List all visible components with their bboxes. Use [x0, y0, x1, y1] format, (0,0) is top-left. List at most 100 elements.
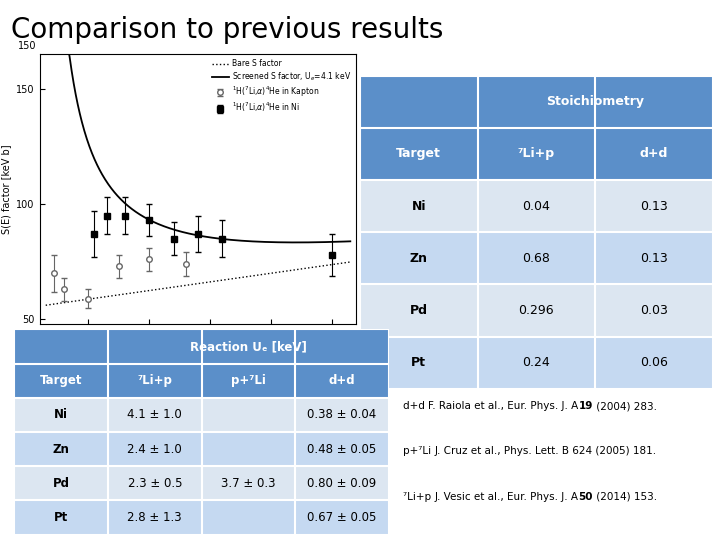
- Text: Zn: Zn: [53, 443, 70, 456]
- Text: 0.13: 0.13: [640, 252, 668, 265]
- Text: 0.13: 0.13: [640, 200, 668, 213]
- FancyBboxPatch shape: [595, 128, 713, 180]
- FancyBboxPatch shape: [595, 180, 713, 232]
- Bare S factor: [120, 291, 128, 298]
- Text: p+⁷Li: p+⁷Li: [231, 374, 266, 387]
- FancyBboxPatch shape: [595, 285, 713, 336]
- Text: Pt: Pt: [54, 511, 68, 524]
- Line: Bare S factor: Bare S factor: [45, 262, 351, 305]
- Line: Screened S factor, U$_e$=4.1 keV: Screened S factor, U$_e$=4.1 keV: [50, 54, 351, 242]
- Text: 0.68: 0.68: [523, 252, 550, 265]
- FancyBboxPatch shape: [202, 432, 295, 466]
- Bare S factor: [41, 302, 50, 308]
- FancyBboxPatch shape: [295, 432, 389, 466]
- FancyBboxPatch shape: [295, 466, 389, 501]
- Text: Target: Target: [397, 147, 441, 160]
- Text: 0.04: 0.04: [523, 200, 550, 213]
- Text: 19: 19: [579, 401, 593, 411]
- Text: 0.67 ± 0.05: 0.67 ± 0.05: [307, 511, 377, 524]
- Text: 0.296: 0.296: [518, 304, 554, 317]
- FancyBboxPatch shape: [595, 336, 713, 389]
- FancyBboxPatch shape: [477, 180, 595, 232]
- FancyBboxPatch shape: [477, 128, 595, 180]
- FancyBboxPatch shape: [360, 336, 477, 389]
- FancyBboxPatch shape: [14, 363, 108, 398]
- Text: J. Vesic et al., Eur. Phys. J. A: J. Vesic et al., Eur. Phys. J. A: [435, 492, 579, 502]
- Text: Target: Target: [40, 374, 83, 387]
- FancyBboxPatch shape: [477, 285, 595, 336]
- Text: 4.1 ± 1.0: 4.1 ± 1.0: [127, 408, 182, 421]
- FancyBboxPatch shape: [360, 285, 477, 336]
- Text: d+d: d+d: [640, 147, 668, 160]
- FancyBboxPatch shape: [14, 432, 108, 466]
- Text: d+d: d+d: [329, 374, 355, 387]
- FancyBboxPatch shape: [477, 232, 595, 285]
- FancyBboxPatch shape: [108, 501, 202, 535]
- FancyBboxPatch shape: [202, 363, 295, 398]
- Bare S factor: [271, 269, 279, 276]
- FancyBboxPatch shape: [360, 232, 477, 285]
- Text: 0.03: 0.03: [640, 304, 668, 317]
- Text: 150: 150: [18, 41, 37, 51]
- Text: 0.24: 0.24: [523, 356, 550, 369]
- FancyBboxPatch shape: [295, 363, 389, 398]
- FancyBboxPatch shape: [14, 501, 108, 535]
- FancyBboxPatch shape: [202, 501, 295, 535]
- FancyBboxPatch shape: [477, 76, 713, 128]
- FancyBboxPatch shape: [477, 336, 595, 389]
- FancyBboxPatch shape: [108, 466, 202, 501]
- FancyBboxPatch shape: [14, 329, 108, 363]
- Screened S factor, U$_e$=4.1 keV: [95, 166, 104, 173]
- Text: F. Raiola et al., Eur. Phys. J. A: F. Raiola et al., Eur. Phys. J. A: [428, 401, 579, 411]
- Text: Pd: Pd: [410, 304, 428, 317]
- Text: ⁷Li+p: ⁷Li+p: [138, 374, 172, 387]
- Bare S factor: [179, 282, 188, 289]
- FancyBboxPatch shape: [14, 466, 108, 501]
- Screened S factor, U$_e$=4.1 keV: [179, 229, 188, 235]
- Bare S factor: [245, 273, 253, 280]
- Text: p+⁷Li: p+⁷Li: [403, 447, 435, 456]
- Text: Ni: Ni: [54, 408, 68, 421]
- Bare S factor: [221, 276, 230, 283]
- Text: Pt: Pt: [411, 356, 426, 369]
- Text: Comparison to previous results: Comparison to previous results: [11, 16, 444, 44]
- Text: Ni: Ni: [412, 200, 426, 213]
- Text: (2014) 153.: (2014) 153.: [593, 492, 657, 502]
- Text: ⁷Li+p: ⁷Li+p: [518, 147, 555, 160]
- FancyBboxPatch shape: [360, 76, 477, 128]
- FancyBboxPatch shape: [595, 232, 713, 285]
- FancyBboxPatch shape: [108, 432, 202, 466]
- Text: Stoichiometry: Stoichiometry: [546, 95, 644, 108]
- Legend: Bare S factor, Screened S factor, U$_e$=4.1 keV, $^1$H($^7$Li,$\alpha$)$^4$He in: Bare S factor, Screened S factor, U$_e$=…: [210, 58, 353, 116]
- FancyBboxPatch shape: [295, 398, 389, 432]
- FancyBboxPatch shape: [14, 398, 108, 432]
- Text: 2.8 ± 1.3: 2.8 ± 1.3: [127, 511, 182, 524]
- FancyBboxPatch shape: [360, 180, 477, 232]
- FancyBboxPatch shape: [108, 329, 389, 363]
- Screened S factor, U$_e$=4.1 keV: [346, 238, 355, 245]
- Text: 3.7 ± 0.3: 3.7 ± 0.3: [221, 477, 276, 490]
- FancyBboxPatch shape: [108, 363, 202, 398]
- Text: Zn: Zn: [410, 252, 428, 265]
- Text: 2.3 ± 0.5: 2.3 ± 0.5: [127, 477, 182, 490]
- Text: 50: 50: [579, 492, 593, 502]
- Screened S factor, U$_e$=4.1 keV: [221, 236, 230, 242]
- Text: 0.80 ± 0.09: 0.80 ± 0.09: [307, 477, 377, 490]
- Text: (2004) 283.: (2004) 283.: [593, 401, 657, 411]
- Text: J. Cruz et al., Phys. Lett. B 624 (2005) 181.: J. Cruz et al., Phys. Lett. B 624 (2005)…: [435, 447, 657, 456]
- Text: d+d: d+d: [403, 401, 428, 411]
- Text: Reaction Uₑ [keV]: Reaction Uₑ [keV]: [190, 340, 307, 353]
- Screened S factor, U$_e$=4.1 keV: [245, 238, 253, 245]
- Screened S factor, U$_e$=4.1 keV: [271, 239, 279, 246]
- X-axis label: E [keV]: E [keV]: [179, 345, 217, 354]
- FancyBboxPatch shape: [108, 398, 202, 432]
- Text: Pd: Pd: [53, 477, 70, 490]
- FancyBboxPatch shape: [202, 466, 295, 501]
- Screened S factor, U$_e$=4.1 keV: [120, 199, 128, 206]
- Text: 0.48 ± 0.05: 0.48 ± 0.05: [307, 443, 377, 456]
- Text: 2.4 ± 1.0: 2.4 ± 1.0: [127, 443, 182, 456]
- Bare S factor: [95, 294, 104, 301]
- Text: 0.38 ± 0.04: 0.38 ± 0.04: [307, 408, 377, 421]
- FancyBboxPatch shape: [202, 398, 295, 432]
- Text: ⁷Li+p: ⁷Li+p: [403, 492, 435, 502]
